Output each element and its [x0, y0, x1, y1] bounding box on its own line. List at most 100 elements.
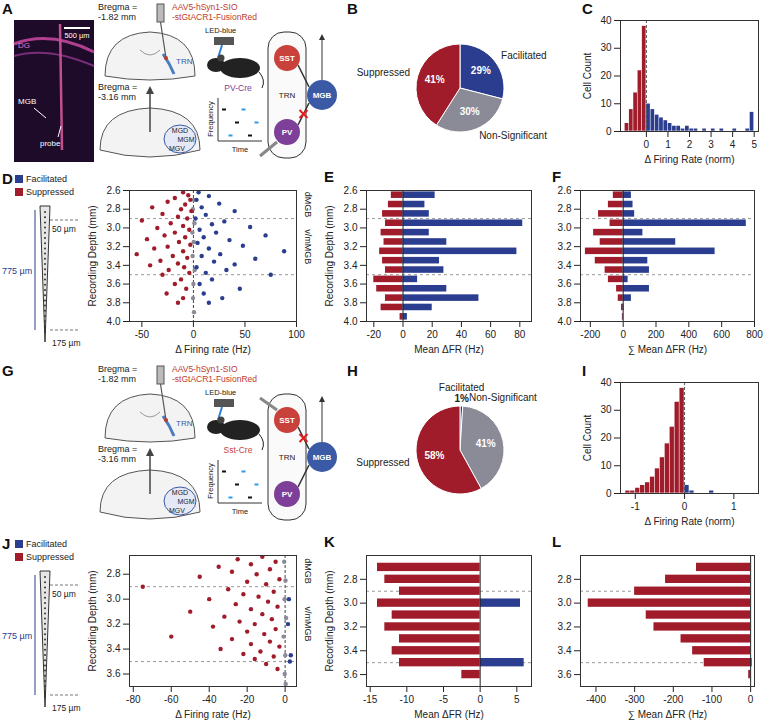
svg-text:100: 100: [288, 329, 305, 340]
svg-text:Suppressed: Suppressed: [26, 187, 74, 197]
svg-text:Sst-Cre: Sst-Cre: [224, 445, 253, 455]
svg-text:1: 1: [665, 139, 671, 150]
svg-text:775 µm: 775 µm: [2, 266, 32, 276]
svg-text:10: 10: [600, 98, 612, 109]
svg-text:3.4: 3.4: [107, 643, 121, 654]
svg-text:0: 0: [644, 139, 650, 150]
svg-text:Facilitated: Facilitated: [501, 50, 547, 61]
svg-text:PV: PV: [282, 128, 293, 137]
svg-text:4.0: 4.0: [558, 316, 572, 327]
svg-text:1%: 1%: [454, 393, 469, 404]
svg-text:3.2: 3.2: [107, 241, 121, 252]
svg-text:0: 0: [477, 694, 483, 705]
svg-text:-stGtACR1-FusionRed: -stGtACR1-FusionRed: [172, 374, 257, 384]
svg-text:41%: 41%: [425, 74, 445, 85]
svg-text:10: 10: [600, 460, 612, 471]
svg-text:G: G: [2, 362, 14, 379]
svg-text:MGB: MGB: [313, 91, 332, 100]
svg-text:Mean ΔFR (Hz): Mean ΔFR (Hz): [414, 709, 483, 720]
svg-text:-80: -80: [126, 694, 141, 705]
svg-text:MGV: MGV: [169, 145, 185, 152]
svg-text:400: 400: [680, 329, 697, 340]
svg-text:TRN: TRN: [279, 453, 296, 462]
svg-text:50 µm: 50 µm: [52, 589, 76, 599]
svg-text:1: 1: [731, 501, 737, 512]
svg-text:PV: PV: [282, 490, 293, 499]
svg-text:Facilitated: Facilitated: [26, 539, 67, 549]
svg-text:AAV5-hSyn1-SIO: AAV5-hSyn1-SIO: [172, 2, 238, 12]
svg-text:0: 0: [282, 694, 288, 705]
svg-text:0: 0: [191, 329, 197, 340]
svg-text:DG: DG: [18, 41, 30, 50]
svg-text:3.4: 3.4: [344, 645, 358, 656]
svg-text:∑ Mean ΔFR (Hz): ∑ Mean ΔFR (Hz): [628, 709, 707, 720]
svg-text:600: 600: [713, 329, 730, 340]
svg-text:60: 60: [485, 329, 497, 340]
svg-text:3.6: 3.6: [107, 668, 121, 679]
svg-text:3.0: 3.0: [344, 222, 358, 233]
svg-text:Δ Firing rate (Hz): Δ Firing rate (Hz): [175, 709, 251, 720]
svg-text:200: 200: [648, 329, 665, 340]
svg-text:-1: -1: [631, 501, 640, 512]
svg-text:Recording Depth (mm): Recording Depth (mm): [324, 570, 335, 671]
svg-text:dMGB: dMGB: [303, 558, 313, 584]
svg-text:AAV5-hSyn1-SIO: AAV5-hSyn1-SIO: [172, 364, 238, 374]
svg-text:2.8: 2.8: [107, 568, 121, 579]
svg-text:500 µm: 500 µm: [64, 31, 89, 40]
svg-text:-60: -60: [164, 694, 179, 705]
svg-text:Cell Count: Cell Count: [582, 52, 593, 99]
svg-text:-10: -10: [400, 694, 415, 705]
svg-text:0: 0: [606, 126, 612, 137]
svg-text:30: 30: [600, 404, 612, 415]
svg-text:3.8: 3.8: [558, 297, 572, 308]
svg-text:-stGtACR1-FusionRed: -stGtACR1-FusionRed: [172, 12, 257, 22]
svg-text:-400: -400: [586, 694, 606, 705]
svg-text:3.6: 3.6: [344, 669, 358, 680]
svg-text:Time: Time: [232, 507, 248, 516]
svg-text:Non-Significant: Non-Significant: [469, 392, 537, 403]
svg-text:20: 20: [600, 70, 612, 81]
svg-text:0: 0: [748, 694, 754, 705]
svg-text:3.8: 3.8: [107, 297, 121, 308]
svg-text:3.0: 3.0: [107, 222, 121, 233]
svg-text:TRN: TRN: [176, 57, 193, 66]
svg-text:Frequency: Frequency: [206, 101, 215, 137]
svg-text:800: 800: [746, 329, 763, 340]
svg-text:Bregma =: Bregma =: [98, 82, 137, 92]
svg-text:4.0: 4.0: [107, 316, 121, 327]
svg-text:Non-Significant: Non-Significant: [479, 130, 547, 141]
svg-text:v/mMGB: v/mMGB: [303, 607, 313, 642]
svg-text:LED-blue: LED-blue: [205, 388, 236, 397]
svg-text:0: 0: [682, 501, 688, 512]
svg-text:3.0: 3.0: [558, 222, 572, 233]
svg-text:40: 40: [600, 377, 612, 388]
svg-text:-3.16 mm: -3.16 mm: [98, 454, 136, 464]
svg-text:probe: probe: [40, 139, 61, 148]
svg-text:2.6: 2.6: [344, 185, 358, 196]
svg-text:3.2: 3.2: [107, 618, 121, 629]
svg-text:MGV: MGV: [169, 507, 185, 514]
svg-text:Mean ΔFR (Hz): Mean ΔFR (Hz): [414, 344, 483, 355]
svg-text:Cell Count: Cell Count: [582, 414, 593, 461]
svg-text:MGB: MGB: [313, 453, 332, 462]
svg-text:3.6: 3.6: [344, 278, 358, 289]
svg-text:-20: -20: [240, 694, 255, 705]
svg-text:MGD: MGD: [172, 127, 188, 134]
svg-text:175 µm: 175 µm: [52, 703, 81, 713]
svg-text:0: 0: [400, 329, 406, 340]
svg-text:Bregma =: Bregma =: [98, 364, 137, 374]
svg-text:41%: 41%: [476, 438, 496, 449]
svg-text:30%: 30%: [460, 106, 480, 117]
svg-text:3.2: 3.2: [344, 621, 358, 632]
svg-text:3.4: 3.4: [344, 260, 358, 271]
svg-text:-50: -50: [135, 329, 150, 340]
svg-text:-300: -300: [625, 694, 645, 705]
svg-text:∑ Mean ΔFR (Hz): ∑ Mean ΔFR (Hz): [628, 344, 707, 355]
svg-text:0: 0: [606, 488, 612, 499]
svg-text:Frequency: Frequency: [206, 463, 215, 499]
svg-text:2: 2: [687, 139, 693, 150]
svg-text:50 µm: 50 µm: [52, 224, 76, 234]
svg-text:-1.82 mm: -1.82 mm: [98, 12, 136, 22]
svg-text:2.6: 2.6: [558, 185, 572, 196]
svg-text:MGM: MGM: [177, 498, 194, 505]
